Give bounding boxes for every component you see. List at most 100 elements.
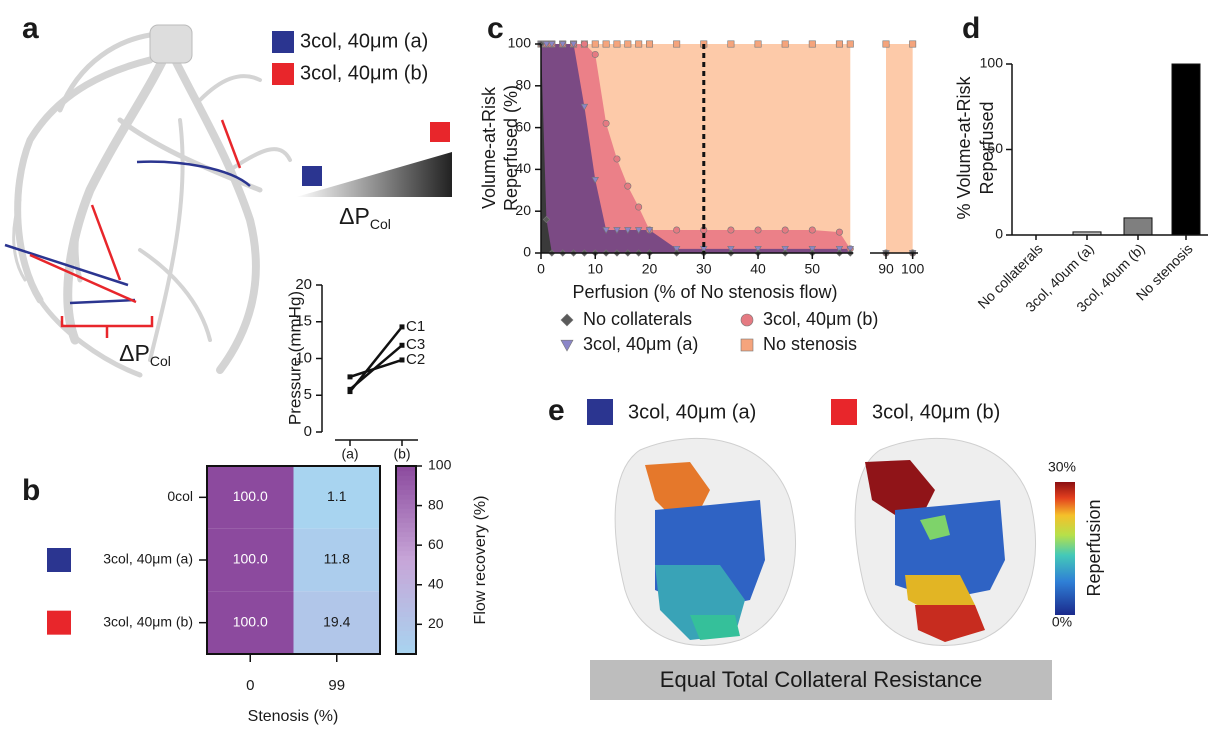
colorbar-step bbox=[396, 616, 416, 622]
colorbar-step bbox=[396, 494, 416, 500]
marker bbox=[569, 41, 578, 48]
colorbar-step bbox=[396, 484, 416, 490]
series-label: C2 bbox=[406, 351, 425, 368]
colorbar-tick-label: 100 bbox=[428, 457, 452, 473]
x-axis-label: Perfusion (% of No stenosis flow) bbox=[572, 282, 837, 302]
colorbar-step bbox=[396, 489, 416, 495]
panel-letter: e bbox=[548, 394, 565, 427]
colorbar-step bbox=[396, 536, 416, 542]
marker bbox=[580, 103, 589, 111]
y-tick-label: 20 bbox=[515, 202, 531, 218]
delta-p: ΔP bbox=[339, 203, 370, 229]
x-tick-label: 30 bbox=[696, 261, 712, 277]
coronary-tree bbox=[12, 24, 292, 378]
heatmap-cell bbox=[293, 466, 380, 529]
marker bbox=[781, 245, 789, 253]
colorbar-step bbox=[396, 564, 416, 570]
marker bbox=[846, 245, 854, 253]
y-tick-label: 15 bbox=[295, 313, 312, 330]
colorbar-step bbox=[396, 475, 416, 481]
row-label: 0col bbox=[167, 488, 193, 504]
marker bbox=[591, 176, 599, 184]
panel-letter: a bbox=[22, 12, 39, 45]
marker bbox=[602, 227, 610, 234]
colorbar-step bbox=[396, 635, 416, 641]
colorbar-tick-label: 80 bbox=[428, 496, 444, 512]
colorbar-step bbox=[396, 597, 416, 603]
delta-p-sub: Col bbox=[370, 216, 391, 232]
colorbar-frame bbox=[395, 465, 417, 655]
marker bbox=[754, 226, 762, 234]
y-tick-label: 20 bbox=[295, 276, 312, 293]
cell-label: 100.0 bbox=[233, 613, 268, 629]
marker bbox=[613, 40, 621, 48]
gradient-triangle bbox=[296, 152, 452, 197]
y-tick-label: 40 bbox=[515, 160, 531, 176]
legend-swatch bbox=[587, 399, 613, 425]
colorbar-step bbox=[396, 550, 416, 556]
legend-swatch bbox=[272, 31, 294, 53]
marker bbox=[646, 40, 654, 48]
colorbar-step bbox=[396, 649, 416, 655]
marker bbox=[635, 40, 643, 48]
marker bbox=[580, 40, 588, 48]
colorbar-step bbox=[396, 607, 416, 613]
marker bbox=[591, 40, 599, 48]
colorbar-label: Reperfusion bbox=[1084, 499, 1104, 596]
legend-swatch bbox=[430, 122, 450, 142]
colorbar-tick-label: 0% bbox=[1052, 614, 1072, 630]
marker bbox=[781, 226, 789, 234]
y-axis-label: Reperfused bbox=[977, 101, 997, 194]
legend-swatch bbox=[302, 166, 322, 186]
point bbox=[399, 342, 405, 348]
delta-p-label: ΔPCol bbox=[119, 340, 171, 369]
heatmap-cell bbox=[207, 528, 294, 592]
y-tick-label: 10 bbox=[295, 349, 312, 366]
heatmap-cell bbox=[207, 466, 294, 529]
colorbar-tick-label: 40 bbox=[428, 575, 444, 591]
legend-label: 3col, 40μm (a) bbox=[583, 334, 698, 354]
series-label: C1 bbox=[406, 318, 425, 335]
delta-p-sub: Col bbox=[150, 353, 171, 369]
colorbar-step bbox=[396, 513, 416, 519]
marker bbox=[754, 245, 762, 253]
colorbar-step bbox=[396, 592, 416, 599]
colorbar-step bbox=[396, 503, 416, 509]
marker bbox=[624, 182, 632, 190]
colorbar-tick-label: 60 bbox=[428, 536, 444, 552]
y-axis-label: % Volume-at-Risk bbox=[954, 75, 974, 219]
colorbar-step bbox=[396, 531, 416, 537]
legend-swatch bbox=[272, 63, 294, 85]
cell-label: 100.0 bbox=[233, 551, 268, 567]
marker bbox=[645, 227, 654, 234]
series-label: C3 bbox=[406, 336, 425, 353]
marker bbox=[634, 227, 643, 234]
x-tick-label: (a) bbox=[341, 446, 358, 462]
y-tick-label: 80 bbox=[515, 77, 531, 93]
legend-marker bbox=[740, 313, 754, 327]
marker bbox=[602, 40, 610, 48]
x-tick-label: 99 bbox=[328, 677, 345, 694]
colorbar-step bbox=[396, 621, 416, 627]
colorbar-step bbox=[396, 480, 416, 486]
y-tick-label: 0 bbox=[523, 244, 531, 260]
colorbar-step bbox=[396, 470, 416, 476]
colorbar-step bbox=[396, 625, 416, 631]
row-label: 3col, 40μm (b) bbox=[103, 613, 193, 629]
marker bbox=[835, 245, 844, 253]
heatmap-cell bbox=[293, 591, 380, 654]
area bbox=[541, 44, 851, 253]
heart-left bbox=[614, 438, 796, 647]
colorbar bbox=[1055, 482, 1075, 615]
colorbar-step bbox=[396, 466, 416, 472]
colorbar-step bbox=[396, 541, 416, 547]
panel-letter: b bbox=[22, 474, 40, 507]
colorbar-step bbox=[396, 508, 416, 514]
legend-label: 3col, 40μm (b) bbox=[763, 309, 878, 329]
marker bbox=[727, 40, 735, 48]
collateral-lines bbox=[4, 119, 251, 338]
marker bbox=[727, 226, 735, 234]
marker bbox=[591, 50, 599, 58]
colorbar-step bbox=[396, 578, 416, 584]
legend-swatch bbox=[831, 399, 857, 425]
